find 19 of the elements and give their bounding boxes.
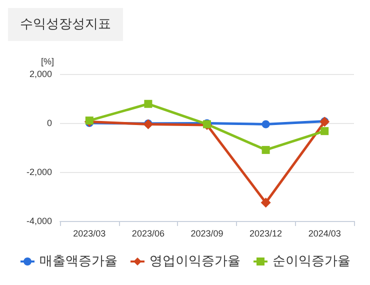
point — [262, 146, 270, 154]
y-axis-title: [%] — [40, 56, 54, 66]
x-tick-label: 2023/06 — [132, 228, 164, 238]
point — [144, 100, 152, 108]
chart-title: 수익성장성지표 — [20, 17, 111, 32]
legend-label: 영업이익증가율 — [150, 254, 240, 269]
point — [262, 120, 270, 128]
point — [260, 198, 271, 208]
legend-label: 매출액증가율 — [40, 254, 118, 269]
x-tick-label: 2024/03 — [308, 228, 341, 238]
legend-label: 순이익증가율 — [272, 254, 350, 269]
y-tick-label: 2,000 — [29, 69, 52, 79]
x-tick-label: 2023/12 — [250, 228, 282, 238]
y-tick-label: 0 — [46, 118, 52, 128]
point — [320, 127, 329, 136]
y-tick-label: -4,000 — [26, 216, 52, 226]
x-tick-label: 2023/09 — [190, 228, 224, 238]
x-tick-label: 2023/03 — [73, 228, 106, 238]
y-tick-label: -2,000 — [26, 167, 52, 177]
